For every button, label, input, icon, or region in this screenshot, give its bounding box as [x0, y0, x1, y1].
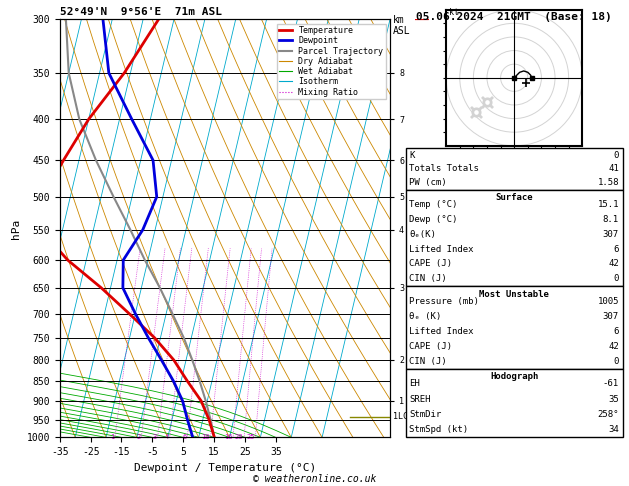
Text: © weatheronline.co.uk: © weatheronline.co.uk	[253, 473, 376, 484]
Text: CIN (J): CIN (J)	[409, 357, 447, 365]
Text: 1005: 1005	[598, 296, 619, 306]
Text: 15.1: 15.1	[598, 200, 619, 209]
Text: Dewp (°C): Dewp (°C)	[409, 215, 458, 224]
Text: SREH: SREH	[409, 395, 431, 404]
Text: 20: 20	[235, 434, 243, 440]
Text: 1LCL: 1LCL	[393, 412, 413, 421]
Text: kt: kt	[449, 8, 459, 17]
Text: StmDir: StmDir	[409, 410, 442, 419]
Text: Lifted Index: Lifted Index	[409, 244, 474, 254]
Text: CAPE (J): CAPE (J)	[409, 342, 452, 350]
Text: Hodograph: Hodograph	[490, 372, 538, 382]
Text: Surface: Surface	[496, 193, 533, 203]
Text: 3: 3	[153, 434, 157, 440]
Text: 34: 34	[608, 425, 619, 434]
Text: 1.58: 1.58	[598, 178, 619, 187]
Text: 6: 6	[613, 244, 619, 254]
Text: 2: 2	[136, 434, 141, 440]
Text: PW (cm): PW (cm)	[409, 178, 447, 187]
Text: CIN (J): CIN (J)	[409, 274, 447, 283]
Text: θₑ (K): θₑ (K)	[409, 312, 442, 321]
Text: 258°: 258°	[598, 410, 619, 419]
Text: 6: 6	[613, 327, 619, 336]
Text: 35: 35	[608, 395, 619, 404]
Text: 0: 0	[613, 357, 619, 365]
Text: 4: 4	[165, 434, 169, 440]
Text: 25: 25	[246, 434, 255, 440]
Text: 0: 0	[613, 151, 619, 159]
Text: 52°49'N  9°56'E  71m ASL: 52°49'N 9°56'E 71m ASL	[60, 7, 222, 17]
Text: 16: 16	[224, 434, 232, 440]
Text: Temp (°C): Temp (°C)	[409, 200, 458, 209]
Text: 42: 42	[608, 259, 619, 268]
Text: Totals Totals: Totals Totals	[409, 164, 479, 174]
Y-axis label: hPa: hPa	[11, 218, 21, 239]
Text: km
ASL: km ASL	[393, 15, 411, 36]
Text: 41: 41	[608, 164, 619, 174]
Text: 05.06.2024  21GMT  (Base: 18): 05.06.2024 21GMT (Base: 18)	[416, 12, 612, 22]
Text: 6: 6	[182, 434, 187, 440]
Text: StmSpd (kt): StmSpd (kt)	[409, 425, 469, 434]
Text: 1: 1	[110, 434, 114, 440]
Text: 10: 10	[201, 434, 210, 440]
Text: Most Unstable: Most Unstable	[479, 290, 549, 299]
Legend: Temperature, Dewpoint, Parcel Trajectory, Dry Adiabat, Wet Adiabat, Isotherm, Mi: Temperature, Dewpoint, Parcel Trajectory…	[277, 24, 386, 99]
Text: EH: EH	[409, 380, 420, 388]
Text: 0: 0	[613, 274, 619, 283]
Text: 307: 307	[603, 312, 619, 321]
Text: θₑ(K): θₑ(K)	[409, 230, 437, 239]
Text: 307: 307	[603, 230, 619, 239]
Text: -61: -61	[603, 380, 619, 388]
Text: 42: 42	[608, 342, 619, 350]
X-axis label: Dewpoint / Temperature (°C): Dewpoint / Temperature (°C)	[134, 463, 316, 473]
Text: CAPE (J): CAPE (J)	[409, 259, 452, 268]
Text: 8.1: 8.1	[603, 215, 619, 224]
Text: Pressure (mb): Pressure (mb)	[409, 296, 479, 306]
Text: Lifted Index: Lifted Index	[409, 327, 474, 336]
Text: Mixing Ratio (g/kg): Mixing Ratio (g/kg)	[429, 173, 439, 284]
Text: K: K	[409, 151, 415, 159]
